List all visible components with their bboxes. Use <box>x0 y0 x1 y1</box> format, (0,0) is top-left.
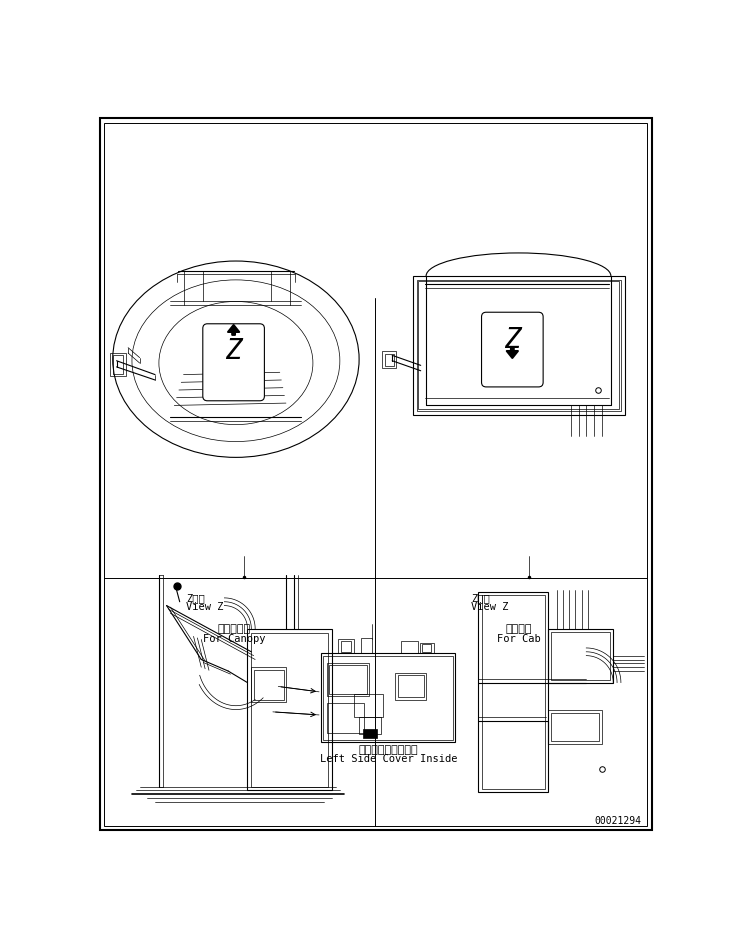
Text: For Canopy: For Canopy <box>203 634 265 644</box>
Bar <box>482 595 545 789</box>
Text: Z: Z <box>504 326 520 354</box>
Bar <box>327 663 369 697</box>
Bar <box>397 675 424 697</box>
Bar <box>341 641 351 651</box>
Bar <box>413 276 625 415</box>
Bar <box>385 353 394 366</box>
Bar <box>327 703 364 732</box>
Text: For Cab: For Cab <box>497 634 540 644</box>
Bar <box>402 641 419 653</box>
Bar <box>359 717 380 734</box>
Text: Z: Z <box>225 337 242 366</box>
Text: View Z: View Z <box>471 603 508 612</box>
Bar <box>550 632 610 680</box>
Text: Z　視: Z 視 <box>186 593 205 603</box>
Bar <box>363 728 377 738</box>
Bar <box>395 673 426 699</box>
Bar <box>251 633 328 787</box>
Text: View Z: View Z <box>186 603 224 612</box>
Bar <box>254 669 284 699</box>
Text: 左サイドカバー内側: 左サイドカバー内側 <box>358 744 419 755</box>
Bar <box>113 355 123 374</box>
Bar <box>111 353 126 376</box>
Text: 00021294: 00021294 <box>594 816 641 826</box>
Text: Z　視: Z 視 <box>471 593 490 603</box>
Bar <box>419 281 619 409</box>
Bar <box>420 643 434 653</box>
Bar <box>548 710 602 744</box>
Bar <box>251 667 286 702</box>
Bar <box>329 665 366 694</box>
Bar <box>422 644 432 651</box>
Bar <box>382 352 396 368</box>
Bar <box>479 592 548 791</box>
Bar <box>550 713 599 741</box>
FancyBboxPatch shape <box>482 312 543 387</box>
Bar <box>548 629 614 682</box>
Bar <box>354 694 383 717</box>
Bar <box>320 653 455 742</box>
Text: Left Side Cover Inside: Left Side Cover Inside <box>320 754 457 764</box>
Bar <box>417 280 621 411</box>
Bar <box>323 656 453 740</box>
FancyBboxPatch shape <box>203 323 265 400</box>
Bar <box>339 639 354 653</box>
Bar <box>248 629 332 791</box>
Bar <box>361 638 372 653</box>
Text: キャブ用: キャブ用 <box>505 624 531 634</box>
Text: キャノピ用: キャノピ用 <box>218 624 251 634</box>
